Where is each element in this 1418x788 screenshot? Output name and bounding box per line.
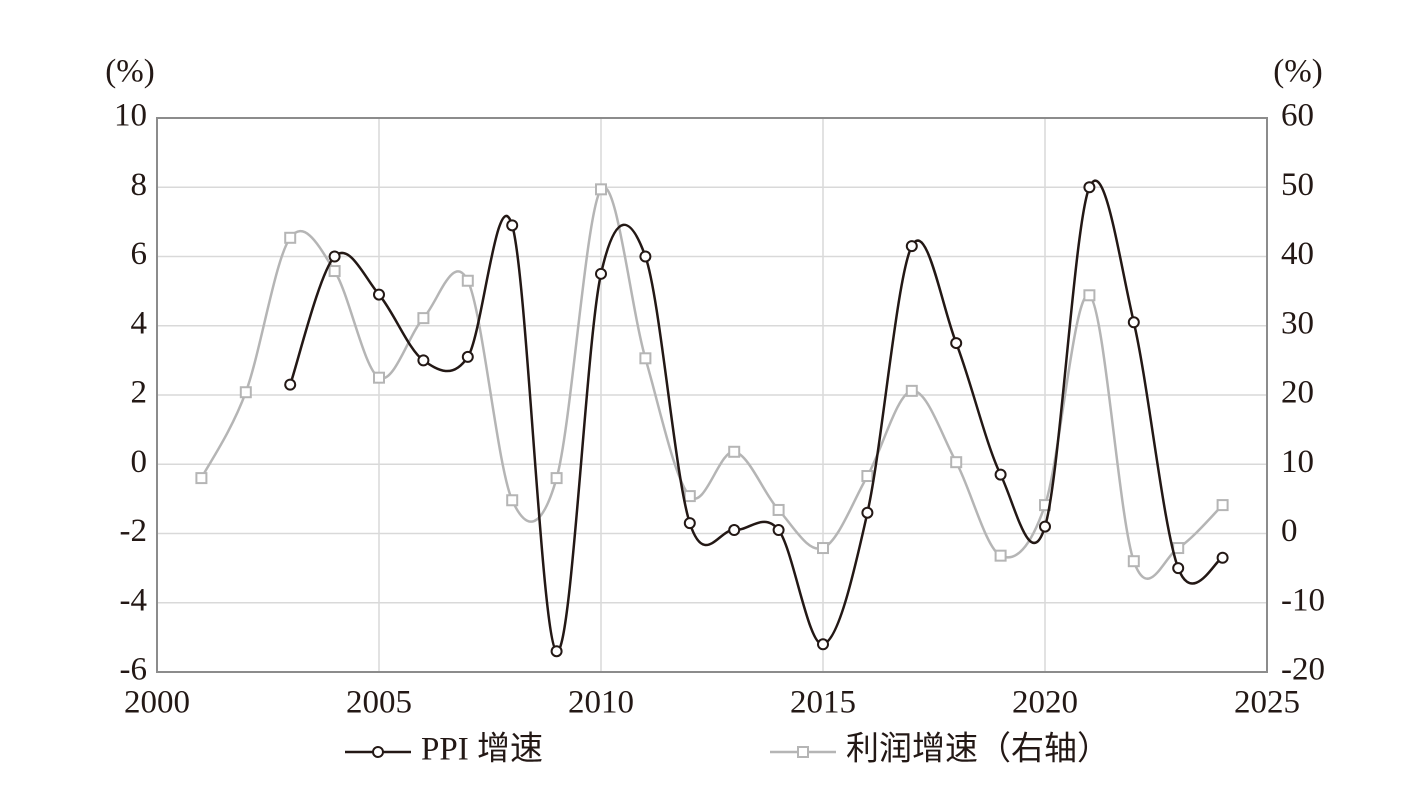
y2-tick-label: 60 — [1281, 98, 1314, 134]
point — [417, 312, 430, 325]
y-tick-label: 0 — [131, 444, 148, 480]
y2-tick-label: 30 — [1281, 305, 1314, 341]
x-tick-label: 2020 — [1012, 685, 1078, 721]
point — [461, 350, 474, 363]
y-tick-label: -4 — [120, 582, 148, 618]
point — [1172, 562, 1185, 575]
x-tick-label: 2000 — [124, 685, 190, 721]
point — [373, 288, 385, 301]
point — [506, 219, 519, 232]
point — [328, 250, 341, 263]
point — [772, 503, 785, 516]
point — [284, 231, 297, 244]
legend-marker — [797, 746, 809, 758]
legend-marker — [372, 746, 384, 758]
series-line — [200, 186, 1224, 580]
x-tick-label: 2015 — [790, 685, 856, 721]
point — [861, 470, 874, 483]
point — [728, 524, 741, 537]
point — [373, 371, 385, 384]
y-tick-label: 6 — [131, 236, 148, 272]
point — [417, 354, 430, 367]
point — [1216, 499, 1229, 512]
point — [772, 524, 785, 537]
x-tick-label: 2005 — [346, 685, 412, 721]
point — [905, 384, 918, 397]
y-tick-label: 8 — [131, 167, 148, 203]
point — [905, 240, 918, 253]
point — [683, 490, 696, 503]
y2-axis-unit: (%) — [1273, 54, 1322, 90]
y-tick-label: 10 — [114, 98, 147, 134]
point — [1127, 316, 1140, 329]
y2-tick-label: -20 — [1281, 652, 1325, 688]
point — [861, 506, 874, 519]
y-tick-label: -6 — [120, 652, 148, 688]
y2-tick-label: 0 — [1281, 513, 1298, 549]
point — [595, 267, 607, 280]
point — [1127, 555, 1140, 568]
y-tick-label: 4 — [131, 305, 148, 341]
point — [239, 386, 252, 399]
y-tick-label: 2 — [131, 375, 148, 411]
legend-label: PPI 增速 — [421, 731, 543, 768]
point — [950, 337, 963, 350]
point — [461, 274, 474, 287]
plot-frame — [156, 117, 1268, 673]
y-tick-label: -2 — [120, 513, 148, 549]
point — [950, 456, 963, 469]
y-axis-unit: (%) — [105, 54, 154, 90]
point — [994, 468, 1007, 481]
y2-tick-label: -10 — [1281, 582, 1325, 618]
point — [328, 265, 341, 278]
y2-tick-label: 50 — [1281, 167, 1314, 203]
point — [728, 445, 741, 458]
x-tick-label: 2010 — [568, 685, 634, 721]
x-tick-label: 2025 — [1234, 685, 1300, 721]
point — [1216, 551, 1229, 564]
series-line — [289, 179, 1224, 653]
point — [639, 250, 652, 263]
point — [817, 638, 829, 651]
point — [550, 472, 563, 485]
point — [994, 549, 1007, 562]
point — [195, 472, 208, 485]
point — [550, 645, 563, 658]
y2-tick-label: 10 — [1281, 444, 1314, 480]
point — [817, 542, 829, 555]
point — [284, 378, 297, 391]
point — [1039, 520, 1051, 533]
point — [683, 517, 696, 530]
point — [1083, 181, 1096, 194]
legend-label: 利润增速（右轴） — [846, 731, 1110, 768]
point — [506, 494, 519, 507]
point — [595, 183, 607, 196]
point — [1172, 542, 1185, 555]
y2-tick-label: 40 — [1281, 236, 1314, 272]
point — [639, 352, 652, 365]
point — [1083, 289, 1096, 302]
y2-tick-label: 20 — [1281, 375, 1314, 411]
